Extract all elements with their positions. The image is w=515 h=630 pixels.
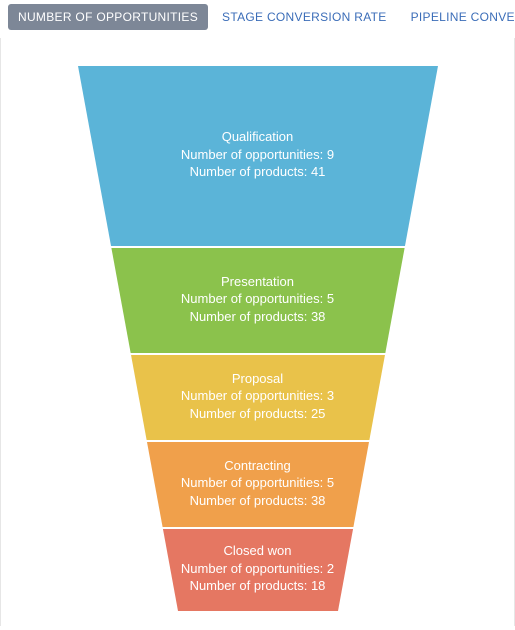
funnel-svg <box>78 66 438 611</box>
funnel-stage-closed-won[interactable] <box>162 529 352 611</box>
tabs-bar: NUMBER OF OPPORTUNITIES STAGE CONVERSION… <box>0 0 515 30</box>
funnel-chart: QualificationNumber of opportunities: 9N… <box>0 38 515 626</box>
funnel-stage-presentation[interactable] <box>111 248 404 353</box>
tab-pipeline-conversion[interactable]: PIPELINE CONVERSION <box>401 4 515 30</box>
funnel-stage-contracting[interactable] <box>146 442 368 527</box>
funnel-stage-proposal[interactable] <box>131 355 385 440</box>
tab-stage-conversion-rate[interactable]: STAGE CONVERSION RATE <box>212 4 397 30</box>
funnel-stage-qualification[interactable] <box>78 66 438 246</box>
tab-number-of-opportunities[interactable]: NUMBER OF OPPORTUNITIES <box>8 4 208 30</box>
